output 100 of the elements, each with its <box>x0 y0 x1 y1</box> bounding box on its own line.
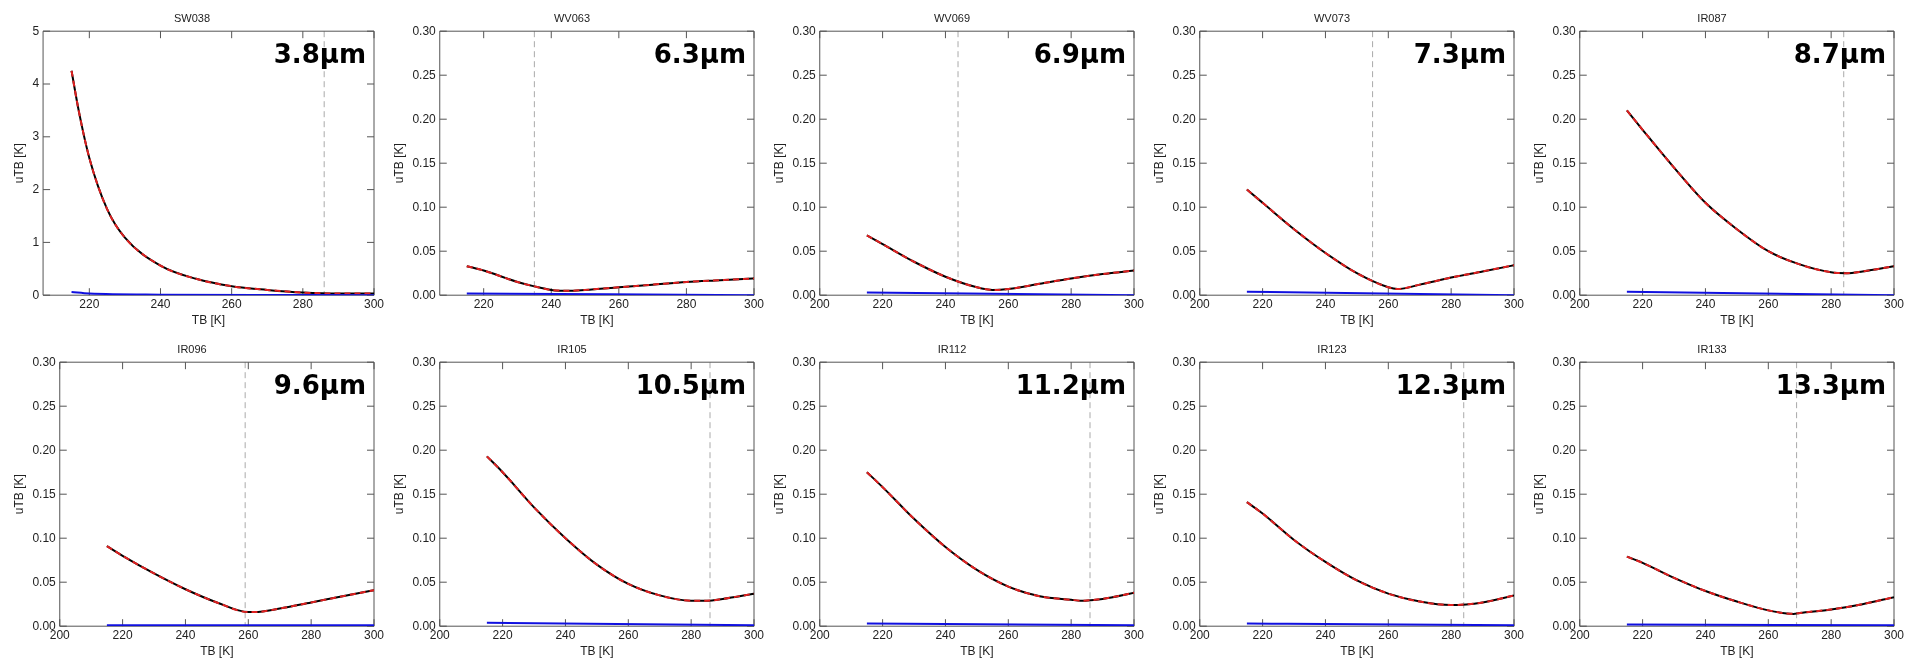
x-tick-label: 260 <box>998 627 1019 642</box>
x-tick-label: 260 <box>1378 296 1399 311</box>
annotation: 11.2µm <box>1015 369 1126 400</box>
x-tick-label: 240 <box>935 627 956 642</box>
y-tick-label: 0.05 <box>1172 574 1197 589</box>
x-tick-label: 260 <box>238 627 259 642</box>
x-tick-label: 240 <box>541 296 562 311</box>
annotation: 12.3µm <box>1395 369 1506 400</box>
y-tick-label: 0.15 <box>792 155 817 170</box>
y-tick-label: 0.30 <box>792 23 817 38</box>
y-tick-label: 0.25 <box>1172 67 1197 82</box>
line-series <box>1625 555 1894 615</box>
x-axis-title: TB [K] <box>1340 313 1374 328</box>
x-tick-label: 280 <box>1061 627 1082 642</box>
y-tick-label: 0.05 <box>1172 243 1197 258</box>
x-tick-label: 220 <box>1632 296 1653 311</box>
y-tick-label: 0.05 <box>792 243 817 258</box>
y-tick-label: 0.25 <box>792 67 817 82</box>
y-axis-title: uTB [K] <box>1151 474 1166 515</box>
x-tick-label: 280 <box>1821 627 1842 642</box>
y-axis-title: uTB [K] <box>391 143 406 184</box>
x-axis-title: TB [K] <box>1720 644 1754 659</box>
x-axis-title: TB [K] <box>1720 313 1754 328</box>
y-tick-label: 0.05 <box>412 574 437 589</box>
y-tick-label: 0.30 <box>792 354 817 369</box>
x-tick-label: 280 <box>1061 296 1082 311</box>
x-tick-label: 240 <box>1695 296 1716 311</box>
y-tick-label: 0.25 <box>412 67 437 82</box>
y-tick-label: 0.00 <box>412 287 437 302</box>
annotation: 10.5µm <box>635 369 746 400</box>
y-tick-label: 0.15 <box>1172 486 1197 501</box>
x-axis-title: TB [K] <box>580 644 614 659</box>
x-axis-title: TB [K] <box>580 313 614 328</box>
chart-title: IR087 <box>1697 11 1727 24</box>
line-series <box>70 69 374 295</box>
y-tick-label: 0.20 <box>792 111 817 126</box>
y-tick-label: 0.15 <box>32 486 57 501</box>
x-tick-label: 260 <box>1758 627 1779 642</box>
y-tick-label: 0.15 <box>792 486 817 501</box>
y-tick-label: 0.30 <box>1552 354 1577 369</box>
y-tick-label: 0.20 <box>792 442 817 457</box>
x-tick-label: 220 <box>1252 627 1273 642</box>
annotation: 6.3µm <box>653 38 746 69</box>
y-tick-label: 0.15 <box>412 155 437 170</box>
x-tick-label: 300 <box>1883 296 1905 311</box>
line-series <box>1245 188 1514 291</box>
x-tick-label: 220 <box>112 627 133 642</box>
line-series <box>105 545 374 614</box>
x-tick-label: 280 <box>292 296 314 311</box>
y-tick-label: 0.05 <box>792 574 817 589</box>
y-tick-label: 0.20 <box>1172 111 1197 126</box>
y-tick-label: 0.20 <box>412 442 437 457</box>
x-tick-label: 260 <box>608 296 630 311</box>
y-axis-title: uTB [K] <box>1151 143 1166 184</box>
x-tick-label: 300 <box>363 296 385 311</box>
y-tick-label: 0.10 <box>1172 199 1197 214</box>
y-tick-label: 0.30 <box>1172 23 1197 38</box>
x-tick-label: 220 <box>79 296 100 311</box>
y-tick-label: 0.10 <box>32 530 57 545</box>
y-tick-label: 0.10 <box>412 530 437 545</box>
chart-title: WV069 <box>933 11 971 24</box>
y-tick-label: 0 <box>32 287 40 302</box>
x-tick-label: 220 <box>1632 627 1653 642</box>
x-tick-label: 240 <box>175 627 196 642</box>
line-series <box>1245 501 1514 607</box>
x-tick-label: 260 <box>618 627 639 642</box>
x-tick-label: 240 <box>555 627 576 642</box>
y-tick-label: 0.30 <box>412 23 437 38</box>
y-tick-label: 0.20 <box>32 442 57 457</box>
y-tick-label: 4 <box>32 76 40 91</box>
y-tick-label: 1 <box>32 234 40 249</box>
x-tick-label: 280 <box>681 627 702 642</box>
chart-title: IR133 <box>1697 342 1727 355</box>
x-tick-label: 240 <box>935 296 956 311</box>
y-axis-title: uTB [K] <box>771 474 786 515</box>
x-tick-label: 300 <box>743 627 765 642</box>
x-tick-label: 300 <box>1123 627 1145 642</box>
annotation: 9.6µm <box>273 369 366 400</box>
x-tick-label: 260 <box>221 296 242 311</box>
y-tick-label: 0.25 <box>32 398 57 413</box>
x-tick-label: 240 <box>1315 296 1336 311</box>
y-tick-label: 0.30 <box>1552 23 1577 38</box>
x-axis-title: TB [K] <box>191 313 226 328</box>
y-tick-label: 0.30 <box>412 354 437 369</box>
annotation: 7.3µm <box>1413 38 1506 69</box>
annotation: 8.7µm <box>1793 38 1886 69</box>
y-tick-label: 0.15 <box>412 486 437 501</box>
y-tick-label: 0.10 <box>1552 530 1577 545</box>
x-tick-label: 220 <box>1252 296 1273 311</box>
x-tick-label: 260 <box>998 296 1019 311</box>
chart-title: IR123 <box>1317 342 1347 355</box>
y-tick-label: 0.10 <box>792 199 817 214</box>
x-axis-title: TB [K] <box>200 644 234 659</box>
y-tick-label: 0.15 <box>1552 486 1577 501</box>
x-tick-label: 220 <box>872 627 893 642</box>
x-tick-label: 220 <box>473 296 495 311</box>
annotation: 13.3µm <box>1775 369 1886 400</box>
y-tick-label: 0.20 <box>1172 442 1197 457</box>
x-tick-label: 300 <box>363 627 385 642</box>
chart-title: WV073 <box>1313 11 1351 24</box>
